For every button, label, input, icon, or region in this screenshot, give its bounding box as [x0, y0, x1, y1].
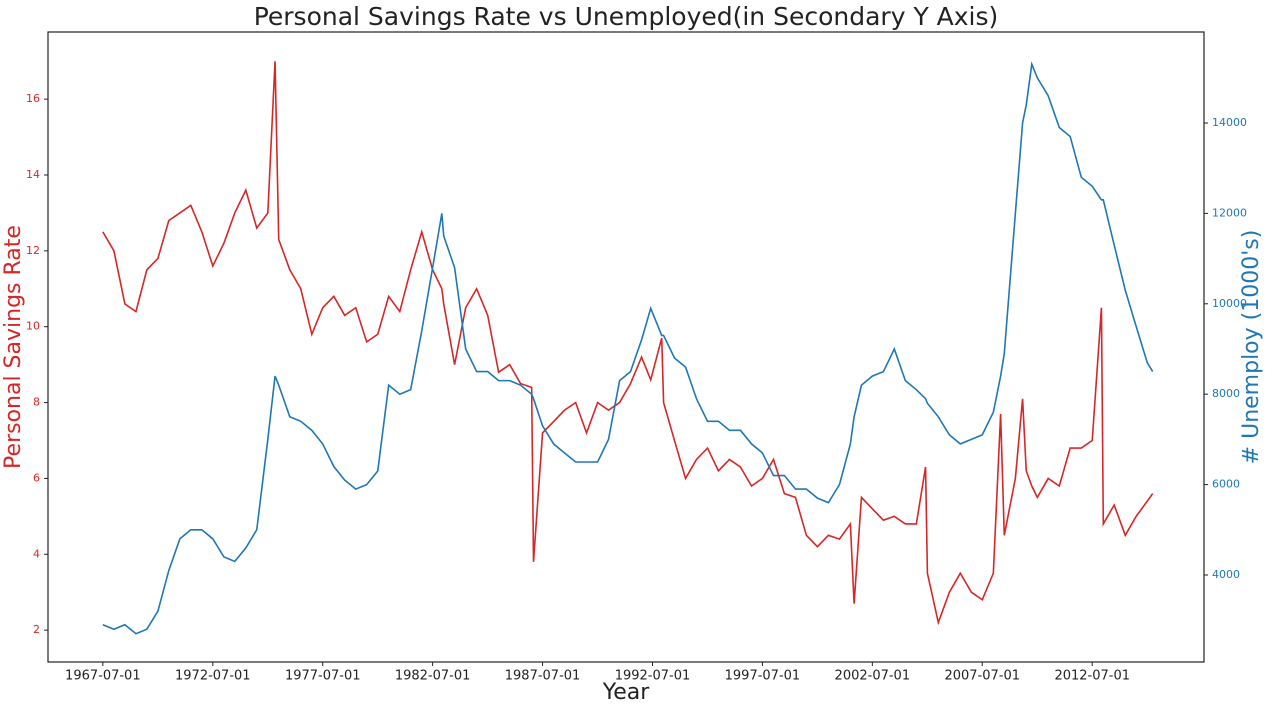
x-tick-label: 1977-07-01 [285, 669, 361, 684]
y-tick-label: 8 [33, 396, 40, 409]
chart-title: Personal Savings Rate vs Unemployed(in S… [254, 2, 999, 31]
x-tick-label: 1972-07-01 [175, 669, 251, 684]
y-tick-label: 14 [26, 168, 40, 181]
x-tick-label: 1967-07-01 [65, 669, 141, 684]
y2-tick-label: 6000 [1212, 478, 1240, 491]
y-tick-label: 12 [26, 244, 40, 257]
x-tick-label: 1992-07-01 [615, 669, 691, 684]
y2-tick-label: 12000 [1212, 206, 1247, 219]
x-tick-label: 2002-07-01 [835, 669, 911, 684]
series-line [102, 61, 1154, 626]
y2-axis-label: # Unemploy (1000's) [1239, 230, 1264, 465]
x-tick-label: 2007-07-01 [944, 669, 1020, 684]
y2-tick-label: 8000 [1212, 387, 1240, 400]
y-tick-label: 10 [26, 320, 40, 333]
plot-frame [47, 31, 1205, 663]
x-tick-label: 1997-07-01 [725, 669, 801, 684]
y-axis-label: Personal Savings Rate [1, 225, 26, 469]
y2-tick-label: 10000 [1212, 297, 1247, 310]
y-tick-label: 16 [26, 92, 40, 105]
y-tick-label: 2 [33, 623, 40, 636]
y-tick-label: 6 [33, 471, 40, 484]
y2-tick-label: 4000 [1212, 568, 1240, 581]
x-axis-label: Year [602, 680, 651, 705]
x-tick-label: 1987-07-01 [505, 669, 581, 684]
x-tick-label: 1982-07-01 [395, 669, 471, 684]
y2-tick-label: 14000 [1212, 116, 1247, 129]
y-tick-label: 4 [33, 547, 40, 560]
series-line [102, 61, 1154, 635]
x-tick-label: 2012-07-01 [1054, 669, 1130, 684]
